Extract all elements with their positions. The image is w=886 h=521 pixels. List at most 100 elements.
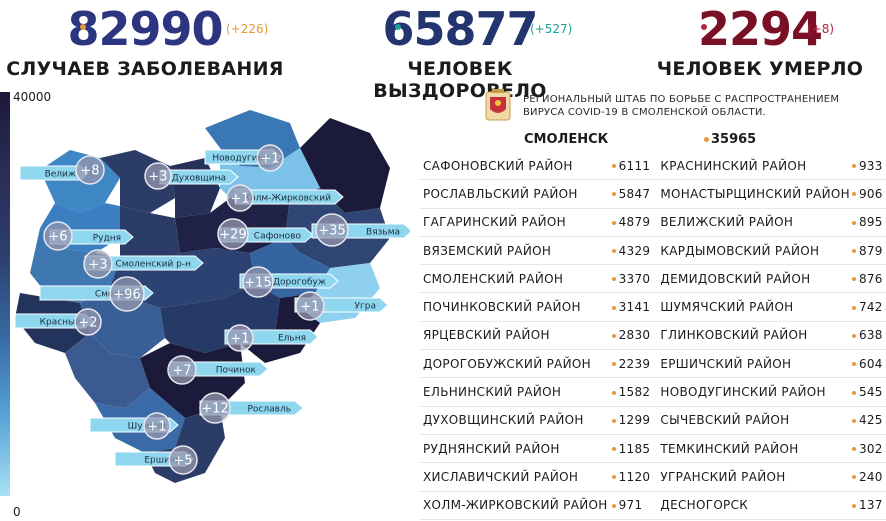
district-value-text: 933 (858, 158, 883, 173)
region-label: Починок (216, 366, 257, 376)
region-bubble (144, 162, 172, 190)
recovered-stat: 65877 (+527) ЧЕЛОВЕК ВЫЗДОРОВЕЛО (325, 2, 595, 102)
district-value-text: 137 (858, 498, 883, 513)
cases-delta: (+226) (226, 22, 269, 36)
district-value: 6111 (607, 152, 657, 181)
district-value: 137 (849, 491, 886, 520)
map-region-marker: Духовщина +3 (144, 162, 239, 190)
district-value-text: 876 (858, 271, 883, 286)
region-label: Духовщина (172, 174, 226, 184)
district-name-text: СМОЛЕНСКИЙ РАЙОН (423, 271, 564, 286)
map-region-marker: Вязьма +35 (311, 213, 410, 247)
district-value: 971 (607, 491, 657, 520)
district-sychevka (300, 118, 390, 213)
district-name-text: ДУХОВЩИНСКИЙ РАЙОН (423, 413, 584, 428)
map-region-marker: Красный+2 (14, 308, 102, 336)
district-value: 742 (849, 292, 886, 322)
map-region-marker: Холм-Жирковский+1 (226, 184, 344, 212)
district-value-text: 6111 (618, 158, 651, 173)
district-value: 876 (849, 264, 886, 294)
value-dot (851, 447, 856, 452)
district-name-text: ВЕЛИЖСКИЙ РАЙОН (660, 215, 794, 230)
region-label: Вязьма (366, 228, 400, 238)
district-name-text: ПОЧИНКОВСКИЙ РАЙОН (423, 300, 581, 315)
value-dot (851, 220, 856, 225)
district-name: САФОНОВСКИЙ РАЙОН (419, 152, 608, 181)
region-count: +2 (78, 316, 97, 331)
map-region-marker: Новодугино+1 (204, 144, 284, 172)
district-value: 4879 (607, 208, 657, 237)
map-region-marker: Ершичи+5 (114, 445, 198, 475)
district-name: ЕРШИЧСКИЙ РАЙОН (656, 349, 850, 379)
district-monastyrshchina (80, 288, 165, 358)
region-bubble (217, 218, 249, 250)
region-label: Угра (355, 302, 376, 312)
value-dot (851, 362, 856, 367)
map-region-marker: Починок +7 (167, 355, 269, 385)
table-row: ЯРЦЕВСКИЙ РАЙОН 2830 ГЛИНКОВСКИЙ РАЙОН 638 (419, 321, 886, 351)
value-dot (611, 192, 616, 197)
region-label: Красный (40, 318, 82, 328)
district-name-text: РОСЛАВЛЬСКИЙ РАЙОН (423, 186, 578, 201)
district-value: 240 (849, 462, 886, 492)
map-region-marker: Смоленск+96 (39, 276, 154, 312)
map-region-marker: Сафоново +29 (217, 218, 314, 250)
district-name-text: ДОРОГОБУЖСКИЙ РАЙОН (423, 356, 591, 371)
district-name-text: ШУМЯЧСКИЙ РАЙОН (660, 300, 794, 315)
district-value: 3141 (607, 292, 657, 322)
region-count: +1 (260, 152, 279, 167)
district-value: 545 (849, 377, 886, 407)
region-count: +5 (173, 454, 192, 469)
district-value: 604 (849, 349, 886, 379)
map-region-marker: Шумячи+1 (89, 412, 179, 440)
region-label: Смоленский р-н (115, 260, 191, 270)
value-dot (851, 192, 856, 197)
region-bubble (43, 221, 73, 251)
table-row: ХИСЛАВИЧСКИЙ РАЙОН 1120 УГРАНСКИЙ РАЙОН 240 (419, 462, 886, 492)
district-name-text: КАРДЫМОВСКИЙ РАЙОН (660, 243, 820, 258)
district-value-text: 302 (858, 441, 883, 456)
district-name: ГАГАРИНСКИЙ РАЙОН (419, 208, 608, 237)
value-dot (851, 390, 856, 395)
value-dot (851, 164, 856, 169)
region-label: Сафоново (254, 232, 302, 242)
district-value: 1185 (607, 434, 657, 464)
map-region-marker: Угра +1 (294, 291, 389, 321)
district-name-text: САФОНОВСКИЙ РАЙОН (423, 158, 573, 173)
district-value: 2830 (607, 321, 657, 351)
map-region-marker: Велиж +8 (19, 155, 105, 185)
district-name: РОСЛАВЛЬСКИЙ РАЙОН (419, 179, 608, 209)
region-bubble (74, 308, 102, 336)
map-region-marker: Дорогобуж+15 (239, 266, 339, 298)
value-dot (611, 277, 616, 282)
district-name: ЯРЦЕВСКИЙ РАЙОН (419, 321, 608, 351)
region-count: +7 (172, 364, 191, 379)
map-region-marker: Смоленский р-н +3 (83, 249, 204, 279)
district-value-text: 3141 (618, 300, 651, 315)
recovered-dot (395, 24, 401, 30)
district-value-text: 638 (858, 328, 883, 343)
cases-value: 82990 (67, 2, 223, 56)
region-count: +29 (219, 228, 246, 243)
value-dot (611, 333, 616, 338)
district-value-text: 742 (858, 300, 883, 315)
district-name: ПОЧИНКОВСКИЙ РАЙОН (419, 292, 608, 322)
district-name-text: КРАСНИНСКИЙ РАЙОН (660, 158, 807, 173)
region-count: +96 (113, 288, 140, 303)
region-bubble (199, 392, 231, 424)
district-name: КРАСНИНСКИЙ РАЙОН (656, 152, 850, 181)
value-dot (611, 475, 616, 480)
district-value: 4329 (607, 236, 657, 266)
capital-value: 35965 (711, 132, 757, 147)
district-value: 879 (849, 236, 886, 266)
district-value: 895 (849, 208, 886, 237)
district-name: ШУМЯЧСКИЙ РАЙОН (656, 292, 850, 322)
value-dot (851, 475, 856, 480)
district-value: 5847 (607, 179, 657, 209)
region-bubble (295, 291, 325, 321)
region-count: +35 (318, 224, 345, 239)
district-value: 2239 (607, 349, 657, 379)
table-row: РОСЛАВЛЬСКИЙ РАЙОН 5847 МОНАСТЫРЩИНСКИЙ РА… (419, 179, 886, 209)
value-dot (611, 164, 616, 169)
table-row: САФОНОВСКИЙ РАЙОН 6111 КРАСНИНСКИЙ РАЙОН 93… (419, 152, 886, 181)
